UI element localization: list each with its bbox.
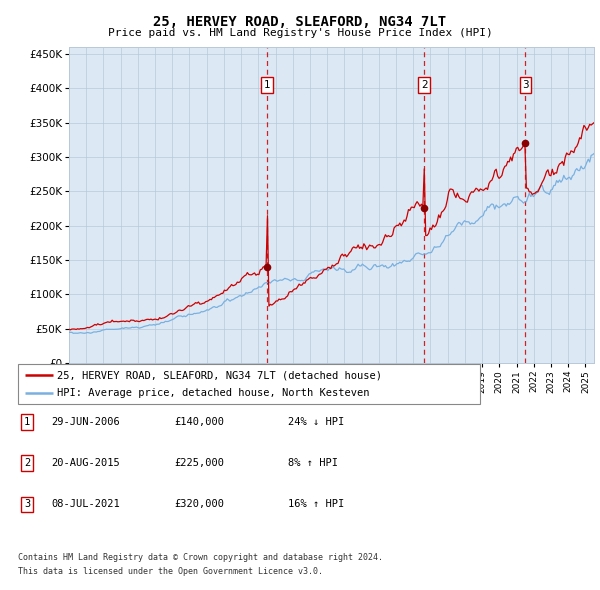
Text: 20-AUG-2015: 20-AUG-2015 [51, 458, 120, 468]
Text: 24% ↓ HPI: 24% ↓ HPI [288, 417, 344, 427]
Text: 29-JUN-2006: 29-JUN-2006 [51, 417, 120, 427]
Text: 08-JUL-2021: 08-JUL-2021 [51, 500, 120, 509]
Text: 3: 3 [24, 500, 30, 509]
Text: 16% ↑ HPI: 16% ↑ HPI [288, 500, 344, 509]
FancyBboxPatch shape [18, 364, 480, 404]
Text: 1: 1 [263, 80, 270, 90]
Text: 1: 1 [24, 417, 30, 427]
Text: £320,000: £320,000 [174, 500, 224, 509]
Text: 25, HERVEY ROAD, SLEAFORD, NG34 7LT: 25, HERVEY ROAD, SLEAFORD, NG34 7LT [154, 15, 446, 29]
Text: This data is licensed under the Open Government Licence v3.0.: This data is licensed under the Open Gov… [18, 566, 323, 576]
Text: 25, HERVEY ROAD, SLEAFORD, NG34 7LT (detached house): 25, HERVEY ROAD, SLEAFORD, NG34 7LT (det… [57, 371, 382, 381]
Text: Contains HM Land Registry data © Crown copyright and database right 2024.: Contains HM Land Registry data © Crown c… [18, 553, 383, 562]
Text: 2: 2 [421, 80, 428, 90]
Text: HPI: Average price, detached house, North Kesteven: HPI: Average price, detached house, Nort… [57, 388, 370, 398]
Text: £225,000: £225,000 [174, 458, 224, 468]
Text: 8% ↑ HPI: 8% ↑ HPI [288, 458, 338, 468]
Text: 3: 3 [522, 80, 529, 90]
Text: Price paid vs. HM Land Registry's House Price Index (HPI): Price paid vs. HM Land Registry's House … [107, 28, 493, 38]
Text: 2: 2 [24, 458, 30, 468]
Text: £140,000: £140,000 [174, 417, 224, 427]
